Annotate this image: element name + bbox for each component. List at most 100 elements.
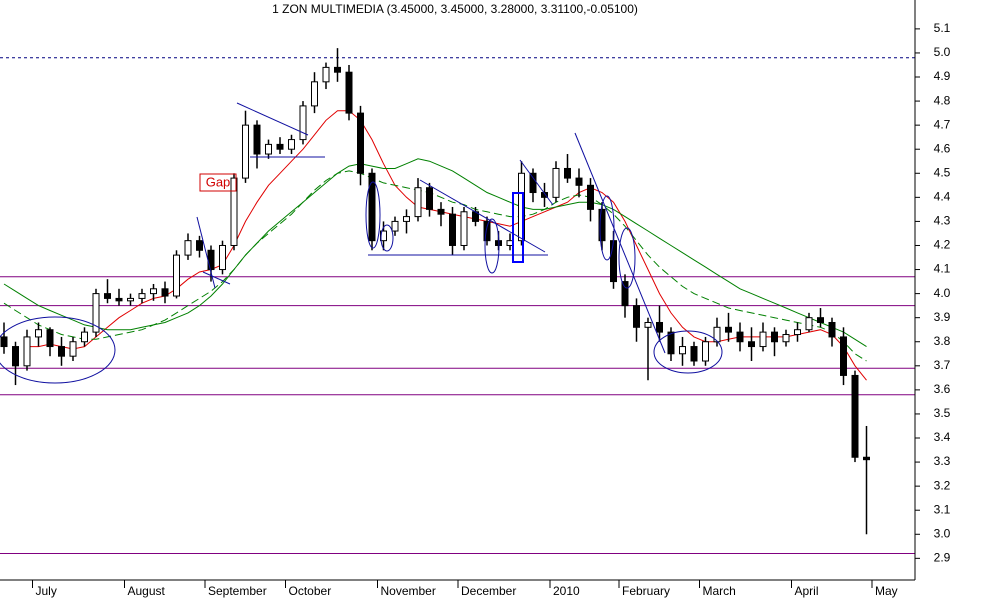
candle-body [587, 184, 594, 210]
y-tick-label: 3.0 [934, 526, 951, 540]
candle-body [92, 293, 100, 333]
candle-body [633, 305, 640, 328]
y-tick-label: 4.1 [934, 262, 951, 276]
candle-body [426, 187, 433, 210]
y-tick-label: 4.7 [934, 117, 951, 131]
candle-body [713, 326, 721, 343]
candle-body [679, 346, 686, 355]
candle-body [403, 216, 410, 222]
y-tick-label: 4.8 [934, 93, 951, 107]
candle-body [483, 220, 491, 242]
candle-body [518, 172, 525, 242]
y-tick-label: 4.3 [934, 214, 951, 228]
candle-body [644, 321, 652, 328]
trend-line [202, 271, 231, 285]
y-tick-label: 3.2 [934, 478, 951, 492]
candle-body [12, 346, 19, 367]
candle-body [115, 297, 123, 302]
y-tick-label: 3.7 [934, 358, 951, 372]
candle-body [794, 329, 801, 336]
candle-body [575, 177, 583, 186]
candle-body [138, 293, 146, 299]
x-tick-label: September [208, 584, 267, 598]
x-tick-label: February [622, 584, 670, 598]
candle-body [840, 336, 847, 376]
axes: 2.9 3.0 3.1 3.2 3.3 3.4 3.5 3.6 3.7 3.8 3.9 4.0 4.1 4… [32, 21, 951, 598]
candle-body [35, 329, 42, 338]
candle-body [81, 331, 88, 343]
candle-body [0, 336, 8, 348]
y-tick-label: 4.2 [934, 238, 951, 252]
candle-body [288, 139, 295, 150]
candle-body [345, 71, 353, 114]
y-tick-label: 3.4 [934, 430, 951, 444]
candle-body [656, 321, 663, 333]
y-tick-label: 5.0 [934, 45, 951, 59]
candle-body [851, 374, 859, 458]
candle-body [460, 211, 468, 246]
candle-body [196, 240, 203, 251]
candle-body [46, 329, 54, 348]
candle-body [863, 456, 870, 461]
candle-body [184, 240, 192, 256]
drawings [0, 102, 723, 384]
candle-body [299, 105, 307, 141]
ellipse [380, 224, 394, 252]
ellipse [484, 218, 500, 274]
candle-body [69, 341, 77, 357]
candle-body [805, 317, 813, 331]
candle-body [380, 230, 387, 242]
candle-body [771, 331, 778, 343]
candle-body [207, 249, 215, 271]
y-tick-label: 4.9 [934, 69, 951, 83]
candle-body [552, 167, 560, 198]
candle-body [127, 297, 134, 302]
candle-body [610, 240, 617, 283]
x-tick-label: March [703, 584, 736, 598]
x-tick-label: 2010 [553, 584, 580, 598]
level-lines [0, 57, 915, 555]
candle-body [161, 288, 169, 297]
candle-body [702, 341, 709, 362]
candle-body [58, 346, 65, 357]
candle-body [173, 254, 180, 297]
candle-body [391, 220, 399, 232]
y-tick-label: 5.1 [934, 21, 951, 35]
candle-body [667, 331, 675, 355]
y-tick-label: 3.6 [934, 382, 951, 396]
candle-body [541, 192, 548, 198]
y-tick-label: 3.3 [934, 454, 951, 468]
x-tick-label: October [289, 584, 332, 598]
trend-line [419, 179, 546, 253]
candle-body [150, 288, 157, 295]
candle-body [529, 172, 537, 194]
candle-body [357, 112, 364, 174]
candle-body [414, 187, 422, 218]
candle-body [725, 326, 732, 333]
ellipse [0, 316, 116, 384]
y-tick-label: 4.6 [934, 141, 951, 155]
x-tick-label: May [875, 584, 898, 598]
candle-body [368, 172, 376, 242]
x-tick-label: April [795, 584, 819, 598]
y-tick-label: 2.9 [934, 551, 951, 565]
candle-body [23, 336, 31, 367]
x-tick-label: December [461, 584, 516, 598]
y-tick-label: 3.9 [934, 310, 951, 324]
box [512, 192, 524, 263]
moving-average [3, 158, 867, 348]
candle-body [253, 124, 261, 155]
x-tick-label: August [128, 584, 166, 598]
candle-body [782, 334, 790, 343]
candle-body [311, 81, 318, 107]
candle-body [104, 293, 111, 299]
candle-body [828, 321, 836, 338]
candle-body [334, 66, 341, 73]
ellipse [618, 227, 636, 289]
y-tick-label: 4.4 [934, 190, 951, 204]
trend-line [574, 132, 666, 354]
candle-body [219, 244, 226, 271]
candle-body [230, 177, 238, 246]
candle-body [265, 143, 272, 155]
